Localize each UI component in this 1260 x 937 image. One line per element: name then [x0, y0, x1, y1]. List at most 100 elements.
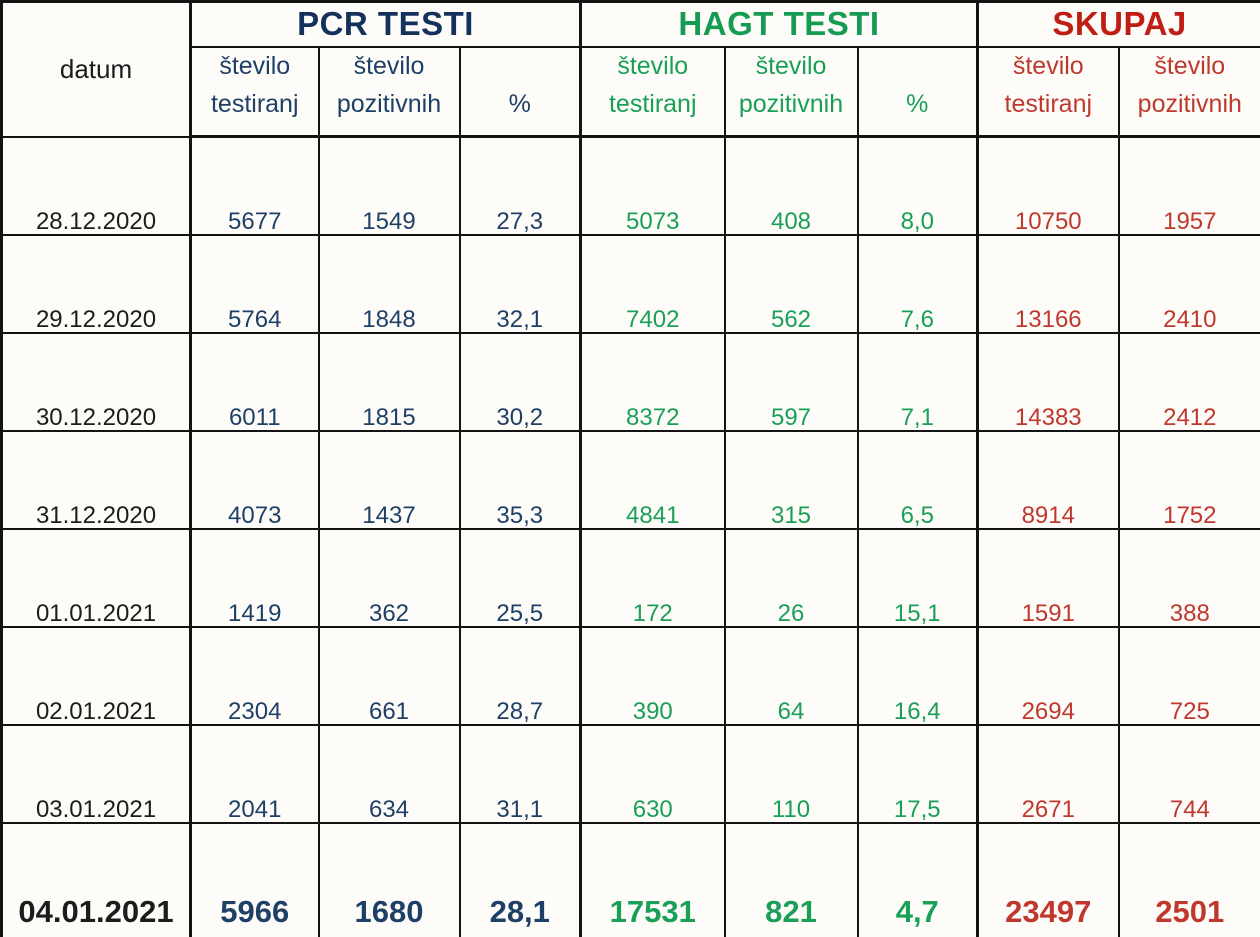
header-line: testiranj [608, 89, 697, 118]
hagt-positive-cell: 562 [723, 233, 859, 334]
total-tested-cell: 10750 [976, 135, 1120, 236]
hagt-positive-cell: 110 [723, 723, 859, 824]
header-line: število [1012, 52, 1084, 80]
pcr-positive-cell: 634 [317, 723, 461, 824]
hagt-positive-cell: 408 [723, 135, 859, 236]
column-header-datum: datum [0, 0, 192, 138]
hagt-tested-cell: 630 [579, 723, 726, 824]
hagt-tested-cell: 390 [579, 625, 726, 726]
column-header-pcr-tested: število testiranj [189, 45, 320, 138]
pcr-percent-cell: 28,1 [458, 821, 582, 937]
hagt-tested-cell: 172 [579, 527, 726, 628]
header-line: testiranj [210, 89, 299, 118]
hagt-percent-cell: 7,1 [856, 331, 979, 432]
total-tested-cell: 2694 [976, 625, 1120, 726]
pcr-tested-cell: 6011 [189, 331, 320, 432]
header-line: število [1154, 52, 1226, 80]
total-tested-cell: 8914 [976, 429, 1120, 530]
hagt-positive-cell: 821 [723, 821, 859, 937]
column-header-pcr-positive: število pozitivnih [317, 45, 461, 138]
total-positive-cell: 1752 [1117, 429, 1260, 530]
column-header-hagt-tested: število testiranj [579, 45, 726, 138]
pcr-tested-cell: 4073 [189, 429, 320, 530]
pcr-positive-cell: 1549 [317, 135, 461, 236]
column-header-total-tested: število testiranj [976, 45, 1120, 138]
total-tested-cell: 13166 [976, 233, 1120, 334]
date-cell: 03.01.2021 [0, 723, 192, 824]
table-row: 03.01.2021 2041 634 31,1 630 110 17,5 26… [0, 723, 1260, 824]
hagt-positive-cell: 64 [723, 625, 859, 726]
table-row: 01.01.2021 1419 362 25,5 172 26 15,1 159… [0, 527, 1260, 628]
total-tested-cell: 1591 [976, 527, 1120, 628]
hagt-percent-cell: 6,5 [856, 429, 979, 530]
date-cell: 30.12.2020 [0, 331, 192, 432]
pcr-positive-cell: 1680 [317, 821, 461, 937]
pcr-tested-cell: 5764 [189, 233, 320, 334]
date-cell: 28.12.2020 [0, 135, 192, 236]
header-line: število [219, 52, 291, 80]
date-cell: 04.01.2021 [0, 821, 192, 937]
pcr-percent-cell: 32,1 [458, 233, 582, 334]
table-row: 02.01.2021 2304 661 28,7 390 64 16,4 269… [0, 625, 1260, 726]
column-header-row: število testiranj število pozitivnih % šte… [2, 45, 1260, 138]
header-line: pozitivnih [1137, 89, 1242, 118]
total-positive-cell: 744 [1117, 723, 1260, 824]
hagt-percent-cell: 7,6 [856, 233, 979, 334]
hagt-tested-cell: 17531 [579, 821, 726, 937]
total-positive-cell: 2501 [1117, 821, 1260, 937]
column-header-pcr-percent: % [458, 45, 582, 138]
table-row: 30.12.2020 6011 1815 30,2 8372 597 7,1 1… [0, 331, 1260, 432]
pcr-positive-cell: 1437 [317, 429, 461, 530]
pcr-tested-cell: 1419 [189, 527, 320, 628]
column-header-hagt-percent: % [856, 45, 979, 138]
date-cell: 02.01.2021 [0, 625, 192, 726]
pcr-percent-cell: 27,3 [458, 135, 582, 236]
pcr-positive-cell: 362 [317, 527, 461, 628]
hagt-percent-cell: 4,7 [856, 821, 979, 937]
table-row: 28.12.2020 5677 1549 27,3 5073 408 8,0 1… [0, 135, 1260, 236]
pcr-percent-cell: 35,3 [458, 429, 582, 530]
group-header-row: datum PCR TESTI HAGT TESTI SKUPAJ [0, 0, 1260, 138]
pcr-positive-cell: 661 [317, 625, 461, 726]
pcr-percent-cell: 25,5 [458, 527, 582, 628]
pcr-percent-cell: 31,1 [458, 723, 582, 824]
hagt-percent-cell: 16,4 [856, 625, 979, 726]
hagt-tested-cell: 7402 [579, 233, 726, 334]
hagt-positive-cell: 26 [723, 527, 859, 628]
hagt-percent-cell: 15,1 [856, 527, 979, 628]
table-row: 29.12.2020 5764 1848 32,1 7402 562 7,6 1… [0, 233, 1260, 334]
total-positive-cell: 388 [1117, 527, 1260, 628]
hagt-positive-cell: 597 [723, 331, 859, 432]
pcr-percent-cell: 30,2 [458, 331, 582, 432]
total-positive-cell: 2410 [1117, 233, 1260, 334]
pcr-percent-cell: 28,7 [458, 625, 582, 726]
date-cell: 31.12.2020 [0, 429, 192, 530]
group-header-skupaj: SKUPAJ [976, 0, 1260, 48]
hagt-percent-cell: 8,0 [856, 135, 979, 236]
header-line: število [755, 52, 827, 80]
pcr-tested-cell: 2041 [189, 723, 320, 824]
pcr-tested-cell: 5966 [189, 821, 320, 937]
header-line: testiranj [1004, 89, 1093, 118]
pcr-positive-cell: 1815 [317, 331, 461, 432]
hagt-tested-cell: 8372 [579, 331, 726, 432]
header-line: število [353, 52, 425, 80]
pcr-tested-cell: 2304 [189, 625, 320, 726]
header-line: pozitivnih [738, 89, 844, 118]
hagt-tested-cell: 5073 [579, 135, 726, 236]
hagt-positive-cell: 315 [723, 429, 859, 530]
column-header-hagt-positive: število pozitivnih [723, 45, 859, 138]
table-row: 31.12.2020 4073 1437 35,3 4841 315 6,5 8… [0, 429, 1260, 530]
total-tested-cell: 2671 [976, 723, 1120, 824]
header-line: število [617, 52, 689, 80]
hagt-tested-cell: 4841 [579, 429, 726, 530]
hagt-percent-cell: 17,5 [856, 723, 979, 824]
date-cell: 01.01.2021 [0, 527, 192, 628]
total-positive-cell: 725 [1117, 625, 1260, 726]
group-header-hagt-testi: HAGT TESTI [578, 0, 979, 48]
column-header-total-positive: število pozitivnih [1117, 45, 1260, 138]
header-line: pozitivnih [336, 89, 442, 118]
total-positive-cell: 1957 [1117, 135, 1260, 236]
